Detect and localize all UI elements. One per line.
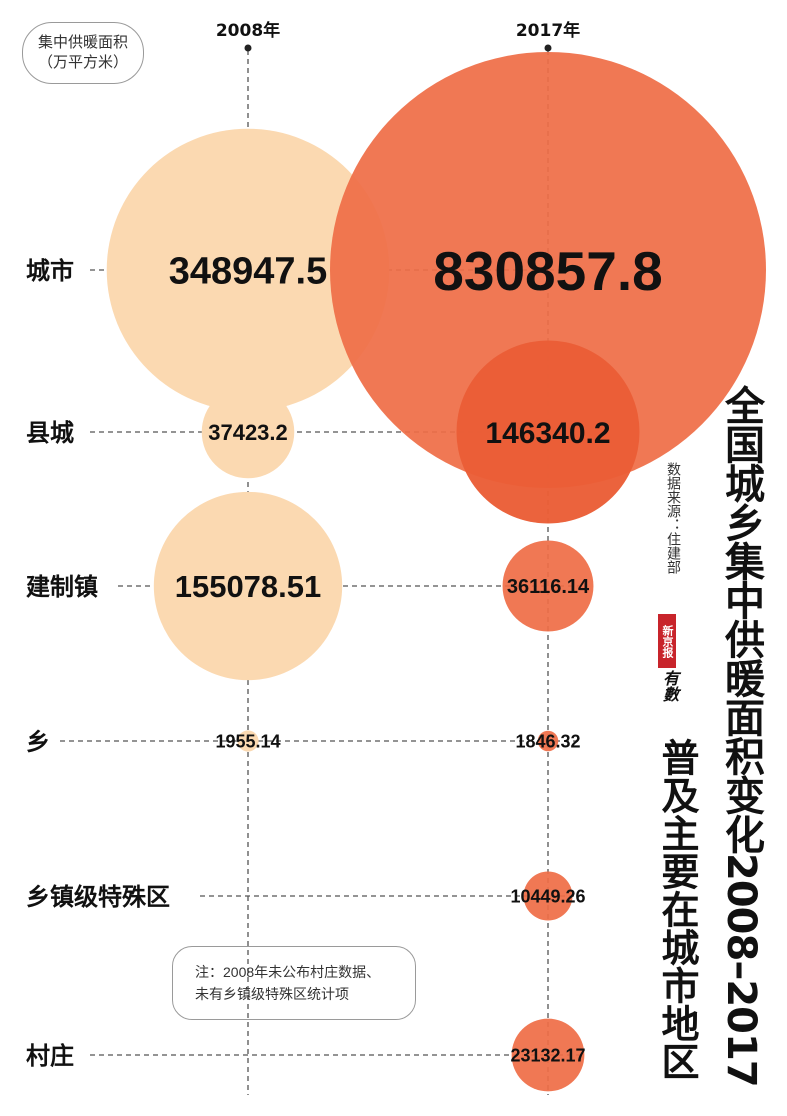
year-label: 2017年 xyxy=(516,20,580,41)
value-label-2008-city: 348947.5 xyxy=(169,251,328,293)
brand-logo-box: 新京报 xyxy=(658,614,676,668)
value-label-2017-special: 10449.26 xyxy=(510,886,585,906)
chart-title: 全国城乡集中供暖面积变化2008–2017 xyxy=(718,385,764,1087)
year-axis-dot xyxy=(544,44,552,52)
category-label-village: 村庄 xyxy=(26,1042,74,1070)
unit-label-line2: （万平方米） xyxy=(37,54,128,71)
unit-label-line1: 集中供暖面积 xyxy=(37,34,128,51)
chart-subtitle: 普及主要在城市地区 xyxy=(655,738,699,1080)
value-label-2017-town: 36116.14 xyxy=(507,576,590,598)
category-label-city: 城市 xyxy=(26,257,74,285)
bubble-2008-city xyxy=(106,128,390,412)
bubble-2008-township xyxy=(237,730,259,752)
category-label-county: 县城 xyxy=(26,419,74,447)
value-label-2017-county: 146340.2 xyxy=(485,417,610,450)
value-label-2008-town: 155078.51 xyxy=(175,569,322,604)
value-label-2017-city: 830857.8 xyxy=(433,240,662,302)
value-label-2017-village: 23132.17 xyxy=(510,1045,585,1065)
category-label-special: 乡镇级特殊区 xyxy=(26,883,170,911)
bubble-2017-county-overlay xyxy=(456,340,640,524)
year-label: 2008年 xyxy=(216,20,280,41)
bubble-2017-township xyxy=(537,730,559,752)
note-box: 注：2008年未公布村庄数据、 未有乡镇级特殊区统计项 xyxy=(172,946,416,1020)
source-note: 数据来源：住建部 xyxy=(666,462,682,574)
bubble-2017-village xyxy=(511,1018,585,1092)
bubble-2017-special xyxy=(523,871,573,921)
bubble-2008-town xyxy=(153,491,343,681)
brand-logo-script: 有數 xyxy=(660,670,677,702)
bubble-2017-town xyxy=(502,540,594,632)
note-line2: 未有乡镇级特殊区统计项 xyxy=(195,986,349,1002)
bubble-2017-city xyxy=(330,52,766,488)
value-label-2008-county: 37423.2 xyxy=(208,420,288,445)
year-axis-dot xyxy=(244,44,252,52)
unit-label-box: 集中供暖面积 （万平方米） xyxy=(22,22,144,84)
category-label-town: 建制镇 xyxy=(26,573,98,601)
bubble-2008-county xyxy=(201,385,295,479)
brand-logo: 新京报 有數 xyxy=(652,614,692,724)
label-layer: 348947.5 37423.2 155078.51 1955.14 830857.8 1… xyxy=(169,240,663,1066)
category-label-township: 乡 xyxy=(26,728,50,756)
bubble-layer xyxy=(106,52,766,1092)
note-line1: 注：2008年未公布村庄数据、 xyxy=(195,964,381,980)
value-label-2008-township: 1955.14 xyxy=(215,731,280,751)
value-label-2017-township: 1846.32 xyxy=(515,731,580,751)
